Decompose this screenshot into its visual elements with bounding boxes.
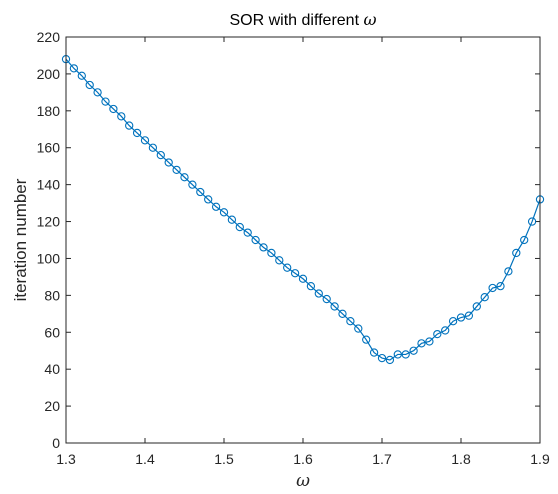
data-point-marker bbox=[448, 317, 458, 326]
data-point-marker bbox=[101, 97, 110, 106]
data-point-marker bbox=[314, 289, 323, 298]
y-tick-label: 180 bbox=[37, 103, 61, 119]
y-tick-label: 20 bbox=[44, 398, 60, 414]
series-line bbox=[65, 58, 541, 361]
data-point-marker bbox=[251, 235, 260, 245]
data-point-marker bbox=[298, 274, 308, 283]
data-point-marker bbox=[456, 313, 466, 322]
x-axis-label: ω bbox=[296, 471, 310, 491]
y-tick-label: 60 bbox=[44, 324, 60, 340]
data-point-marker bbox=[243, 228, 252, 237]
x-tick-label: 1.7 bbox=[372, 451, 392, 467]
y-tick-label: 200 bbox=[37, 66, 61, 82]
data-point-marker bbox=[148, 143, 158, 152]
data-point-marker bbox=[433, 329, 442, 339]
data-point-marker bbox=[441, 326, 450, 335]
data-point-marker bbox=[140, 136, 150, 145]
data-point-marker bbox=[125, 121, 134, 130]
data-point-marker bbox=[227, 215, 237, 224]
data-point-marker bbox=[496, 281, 505, 291]
x-tick-label: 1.4 bbox=[135, 451, 155, 467]
data-point-marker bbox=[196, 187, 205, 197]
data-point-marker bbox=[464, 311, 474, 320]
data-point-marker bbox=[164, 158, 173, 167]
y-tick-label: 120 bbox=[37, 214, 61, 230]
y-tick-label: 100 bbox=[37, 250, 61, 266]
plot-area bbox=[66, 37, 540, 443]
data-point-marker bbox=[219, 208, 229, 217]
chart-title-text: SOR with different bbox=[229, 12, 363, 29]
ticks-layer: 1.3 1.4 1.5 1.6 1.7 1.8 1.9 0 20 40 60 80 100 120 140 1… bbox=[37, 29, 550, 467]
data-point-marker bbox=[180, 173, 189, 182]
data-point-marker bbox=[275, 256, 284, 265]
axes-box bbox=[65, 36, 541, 444]
data-point-marker bbox=[322, 294, 331, 304]
data-point-marker bbox=[512, 248, 521, 258]
data-point-marker bbox=[527, 217, 537, 226]
data-point-marker bbox=[85, 80, 94, 90]
series-layer bbox=[61, 55, 545, 365]
y-tick-label: 0 bbox=[52, 435, 60, 451]
data-point-marker bbox=[204, 195, 213, 204]
data-point-marker bbox=[472, 302, 481, 311]
data-point-marker bbox=[504, 267, 513, 276]
x-tick-label: 1.5 bbox=[214, 451, 234, 467]
data-point-marker bbox=[369, 348, 379, 357]
y-tick-label: 40 bbox=[44, 361, 60, 377]
data-point-marker bbox=[267, 248, 276, 258]
x-tick-label: 1.3 bbox=[56, 451, 76, 467]
data-point-marker bbox=[172, 165, 181, 175]
data-point-marker bbox=[188, 180, 197, 189]
data-point-marker bbox=[211, 202, 221, 211]
data-point-marker bbox=[401, 350, 410, 359]
data-point-marker bbox=[393, 350, 402, 359]
y-tick-label: 80 bbox=[44, 287, 60, 303]
data-point-marker bbox=[77, 71, 86, 80]
data-point-marker bbox=[488, 283, 497, 293]
data-point-marker bbox=[156, 150, 165, 160]
data-point-marker bbox=[385, 355, 395, 365]
x-tick-label: 1.8 bbox=[451, 451, 471, 467]
x-tick-label: 1.9 bbox=[530, 451, 550, 467]
y-tick-label: 140 bbox=[37, 177, 61, 193]
data-point-marker bbox=[306, 281, 316, 291]
data-point-marker bbox=[338, 309, 347, 318]
data-point-marker bbox=[346, 317, 355, 326]
data-point-marker bbox=[283, 263, 292, 272]
chart-title: SOR with different ω bbox=[229, 10, 376, 29]
data-point-marker bbox=[330, 302, 339, 311]
chart-title-symbol: ω bbox=[363, 10, 376, 29]
data-point-marker bbox=[93, 88, 102, 97]
data-point-marker bbox=[480, 293, 489, 302]
data-point-marker bbox=[354, 324, 363, 333]
data-point-marker bbox=[132, 128, 142, 138]
data-point-marker bbox=[259, 243, 268, 252]
data-point-marker bbox=[69, 64, 79, 73]
data-point-marker bbox=[417, 339, 426, 348]
x-tick-label: 1.6 bbox=[293, 451, 313, 467]
data-point-marker bbox=[290, 269, 300, 278]
y-axis-label: iteration number bbox=[11, 178, 30, 301]
data-point-marker bbox=[377, 353, 387, 363]
data-point-marker bbox=[409, 346, 418, 355]
data-point-marker bbox=[235, 222, 244, 232]
y-tick-label: 220 bbox=[37, 29, 61, 45]
data-point-marker bbox=[425, 337, 434, 346]
data-point-marker bbox=[117, 112, 126, 121]
data-point-marker bbox=[520, 235, 529, 245]
data-point-marker bbox=[109, 104, 118, 114]
y-tick-label: 160 bbox=[37, 140, 61, 156]
data-point-marker bbox=[362, 335, 371, 344]
